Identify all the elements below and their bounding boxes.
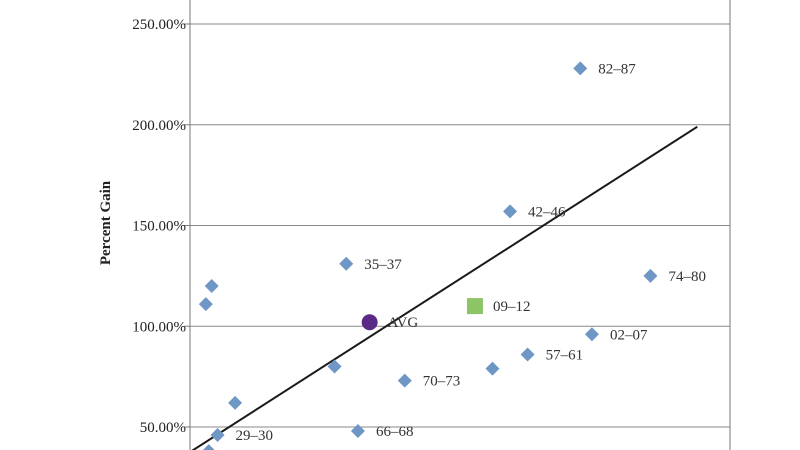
point-label: 82–87 — [598, 61, 636, 77]
point-label: 02–07 — [610, 327, 648, 343]
data-point-diamond — [503, 204, 518, 219]
data-point-diamond — [327, 359, 342, 374]
data-point-circle — [361, 314, 378, 331]
y-tick-label: 200.00% — [132, 118, 186, 134]
point-label: 66–68 — [376, 424, 414, 440]
data-point-diamond — [643, 268, 658, 283]
data-point-diamond — [485, 361, 500, 376]
y-tick-labels: 50.00% 100.00% 150.00% 200.00% 250.00% — [132, 17, 186, 436]
trendline-group — [191, 125, 698, 450]
data-points: 82–87 42–46 35–37 74–80 02–07 57–61 70–73 66–68… — [198, 61, 706, 450]
point-label: 09–12 — [493, 299, 531, 315]
point-label: 57–61 — [546, 347, 584, 363]
y-tick-label: 150.00% — [132, 219, 186, 235]
y-axis-title: Percent Gain — [98, 180, 114, 265]
data-point-diamond — [339, 256, 354, 271]
point-label: AVG — [388, 315, 419, 331]
data-point-diamond — [210, 428, 225, 443]
point-label: 70–73 — [423, 374, 461, 390]
point-label: 74–80 — [668, 269, 706, 285]
point-label: 42–46 — [528, 204, 566, 220]
data-point-diamond — [397, 373, 412, 388]
y-tick-label: 100.00% — [132, 319, 186, 335]
data-point-diamond — [198, 297, 213, 312]
data-point-diamond — [520, 347, 535, 362]
data-point-diamond — [573, 61, 588, 76]
data-point-diamond — [228, 395, 243, 410]
point-label: 35–37 — [364, 257, 402, 273]
data-point-square — [466, 298, 483, 315]
gridlines — [184, 23, 730, 428]
data-point-diamond — [350, 424, 365, 439]
point-label: 29–30 — [236, 428, 273, 444]
data-point-diamond — [204, 278, 219, 293]
data-point-diamond — [584, 327, 599, 342]
trendline — [191, 125, 698, 450]
y-tick-label: 50.00% — [140, 420, 186, 436]
data-point-diamond — [202, 444, 215, 450]
y-tick-label: 250.00% — [132, 17, 186, 33]
